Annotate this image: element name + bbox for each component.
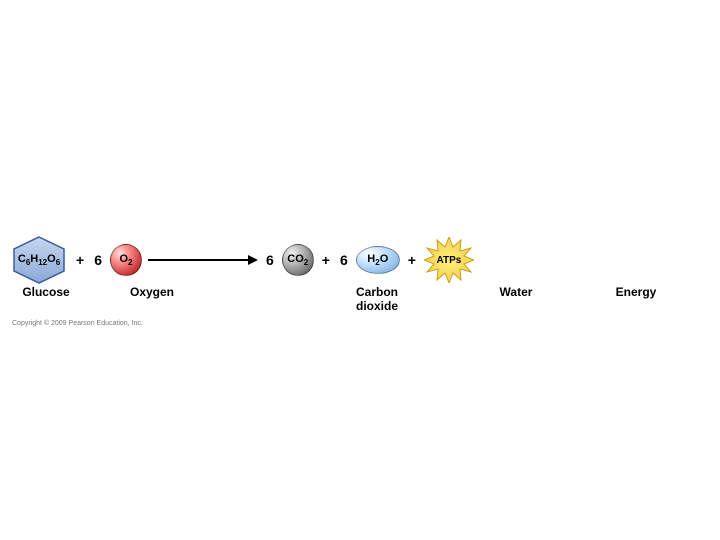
coefficient-h2o: 6 — [338, 252, 350, 268]
equation-row: C6H12O6 + 6 O2 6 CO2 + 6 H2O + ATPs — [10, 235, 474, 285]
oxygen-molecule: O2 — [110, 244, 142, 276]
coefficient-co2: 6 — [264, 252, 276, 268]
energy-label: Energy — [606, 285, 666, 299]
atp-label: ATPs — [437, 255, 462, 266]
oxygen-formula: O2 — [119, 253, 132, 267]
reaction-arrow — [148, 255, 258, 265]
coefficient-o2: 6 — [92, 252, 104, 268]
copyright-text: Copyright © 2009 Pearson Education, Inc. — [12, 320, 143, 327]
co2-molecule: CO2 — [282, 244, 314, 276]
water-molecule: H2O — [356, 246, 400, 274]
glucose-formula: C6H12O6 — [18, 253, 60, 267]
plus-operator-3: + — [406, 252, 418, 268]
co2-label: Carbon dioxide — [342, 285, 412, 313]
arrow-head-icon — [248, 255, 258, 265]
arrow-line — [148, 259, 248, 261]
water-label: Water — [486, 285, 546, 299]
water-formula: H2O — [367, 253, 388, 267]
oxygen-label: Oxygen — [122, 285, 182, 299]
plus-operator-1: + — [74, 252, 86, 268]
plus-operator-2: + — [320, 252, 332, 268]
atp-energy: ATPs — [424, 237, 474, 283]
glucose-molecule: C6H12O6 — [10, 235, 68, 285]
co2-formula: CO2 — [287, 253, 308, 267]
glucose-label: Glucose — [16, 285, 76, 299]
